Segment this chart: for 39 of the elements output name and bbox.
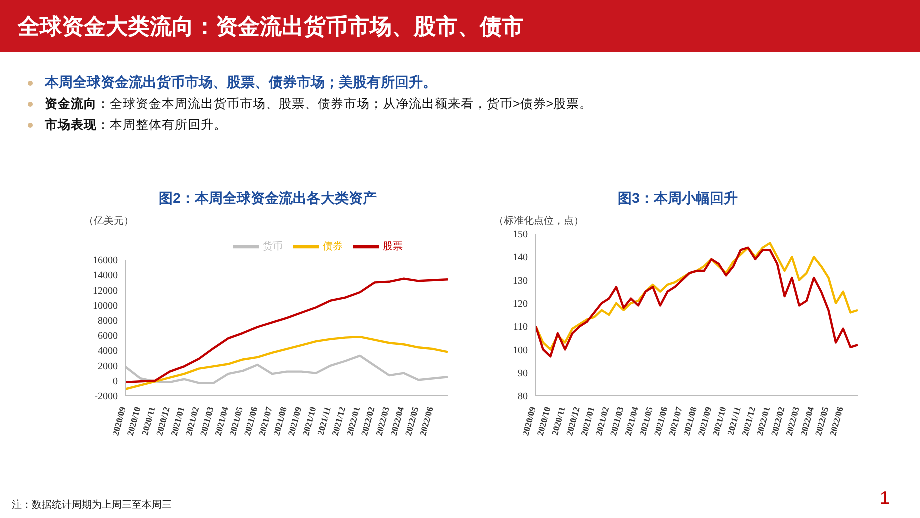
y-tick-label: 80 xyxy=(518,392,528,403)
y-tick-label: 110 xyxy=(513,322,528,334)
y-tick-label: 2000 xyxy=(98,361,118,372)
y-tick-label: 140 xyxy=(513,252,528,264)
text: 资金流向：全球资金本周流出货币市场、股票、债券市场；从净流出额来看，货币>债券>股票。 xyxy=(45,96,593,113)
legend-label: 货币 xyxy=(263,241,283,252)
x-tick-label: 2020/12 xyxy=(564,405,582,438)
y-tick-label: -2000 xyxy=(94,392,118,403)
text: 注：数据统计周期为上周三至本周三 xyxy=(12,498,172,512)
text: 1 xyxy=(880,488,890,509)
x-tick-label: 2021/11 xyxy=(316,405,333,437)
x-tick-label: 2020/11 xyxy=(140,405,158,437)
text: 市场表现：本周整体有所回升。 xyxy=(45,117,227,134)
x-tick-label: 2020/11 xyxy=(550,405,568,437)
y-tick-label: 130 xyxy=(513,276,528,287)
x-tick-label: 2020/12 xyxy=(154,405,172,438)
y-tick-label: 12000 xyxy=(93,286,118,297)
y-axis-title: （标准化点位，点） xyxy=(494,214,584,228)
y-tick-label: 16000 xyxy=(93,256,118,267)
y-tick-label: 0 xyxy=(113,376,118,388)
y-tick-label: 8000 xyxy=(98,316,118,327)
y-tick-label: 100 xyxy=(513,345,528,356)
y-tick-label: 120 xyxy=(513,298,528,310)
line-series xyxy=(124,336,450,390)
text: 本周全球资金流出货币市场、股票、债券市场；美股有所回升。 xyxy=(45,74,437,92)
x-tick-label: 2021/11 xyxy=(726,405,743,437)
line-series xyxy=(124,278,450,384)
chart-title: 图3：本周小幅回升 xyxy=(617,190,739,208)
legend-label: 股票 xyxy=(383,241,403,252)
chart-title: 图2：本周全球资金流出各大类资产 xyxy=(158,190,378,208)
y-tick-label: 10000 xyxy=(93,300,118,312)
legend-label: 债券 xyxy=(323,241,343,252)
y-tick-label: 6000 xyxy=(98,331,118,342)
text: 全球资金大类流向：资金流出货币市场、股市、债市 xyxy=(18,13,524,41)
y-tick-label: 4000 xyxy=(98,346,118,358)
y-tick-label: 150 xyxy=(513,230,528,241)
y-axis-title: （亿美元） xyxy=(84,214,134,228)
y-tick-label: 90 xyxy=(518,368,528,380)
y-tick-label: 14000 xyxy=(93,270,118,282)
